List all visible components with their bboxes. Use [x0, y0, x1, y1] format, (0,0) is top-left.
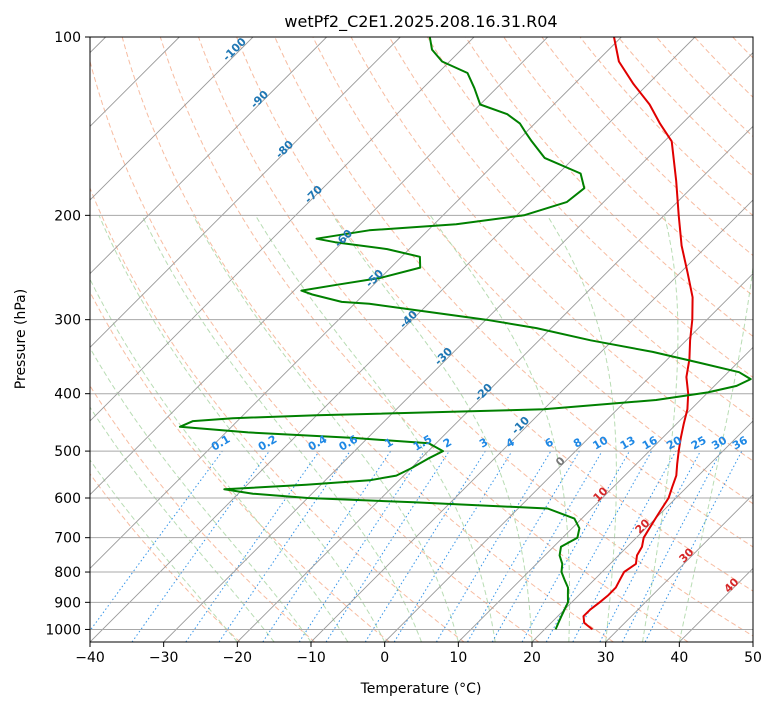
mixing-ratio-line — [262, 450, 392, 642]
isotherm-line — [90, 37, 696, 642]
x-tick-label: −40 — [75, 650, 105, 666]
y-tick-label: 500 — [54, 444, 81, 460]
moist-adiabat — [192, 215, 459, 642]
y-tick-label: 400 — [54, 387, 81, 403]
isotherm-line — [458, 346, 753, 642]
series-layer — [178, 37, 752, 631]
isotherm-line — [605, 494, 753, 642]
isotherm-line — [90, 37, 401, 348]
x-tick-label: 30 — [597, 650, 615, 666]
mixing-ratio-line — [545, 450, 653, 642]
dry-adiabat — [90, 291, 390, 642]
y-tick-label: 1000 — [45, 622, 81, 638]
y-tick-label: 900 — [54, 595, 81, 611]
mixing-ratio-line — [298, 450, 425, 642]
dry-adiabat — [771, 37, 775, 642]
y-tick-label: 300 — [54, 313, 81, 329]
plot-frame — [89, 36, 754, 643]
y-tick-label: 600 — [54, 491, 81, 507]
dry-adiabat — [159, 37, 689, 642]
isotherm-line — [90, 37, 548, 496]
isotherm-line — [90, 37, 254, 201]
isotherm-line — [90, 37, 622, 569]
isotherm-line — [90, 37, 327, 275]
x-tick-label: −30 — [149, 650, 179, 666]
x-tick-label: 0 — [380, 650, 389, 666]
dry-adiabat — [90, 384, 316, 642]
x-tick-label: 10 — [449, 650, 467, 666]
axes: −40 −30 −20 −10 0 10 20 30 40 50 100 200 300 400 500 60… — [45, 30, 762, 666]
dewpoint-profile — [178, 37, 752, 630]
isotherm-line — [90, 37, 475, 422]
mixing-ratio-line — [393, 450, 513, 642]
moist-adiabat — [90, 459, 238, 642]
mixing-ratio-line — [185, 450, 320, 642]
mixing-ratio-line — [218, 450, 351, 642]
moist-adiabat — [642, 215, 679, 642]
dry-adiabat — [198, 37, 753, 637]
mixing-ratio-line — [572, 450, 677, 642]
isotherm-line — [752, 641, 753, 642]
dry-adiabat — [121, 37, 614, 642]
x-tick-label: 20 — [523, 650, 541, 666]
y-tick-label: 100 — [54, 30, 81, 46]
dry-adiabat — [236, 37, 753, 592]
mixing-ratio-line — [90, 450, 223, 632]
moist-adiabat — [90, 347, 312, 642]
mixing-ratio-line — [521, 450, 630, 642]
moist-adiabat — [141, 215, 422, 642]
chart-title: wetPf2_C2E1.2025.208.16.31.R04 — [284, 12, 557, 32]
temperature-profile — [582, 37, 694, 631]
dry-adiabat — [90, 59, 540, 642]
isotherm-line — [384, 273, 753, 642]
isotherm-line — [531, 420, 753, 642]
moist-adiabat — [678, 263, 753, 642]
dry-adiabat — [503, 37, 753, 297]
moist-adiabat — [546, 215, 617, 642]
y-axis-title: Pressure (hPa) — [13, 289, 29, 389]
y-tick-label: 800 — [54, 565, 81, 581]
mixing-ratio-line — [644, 450, 743, 642]
x-tick-label: −10 — [296, 650, 326, 666]
x-tick-label: 50 — [744, 650, 762, 666]
y-tick-label: 200 — [54, 208, 81, 224]
dry-adiabat — [350, 37, 753, 462]
y-tick-label: 700 — [54, 531, 81, 547]
x-tick-label: −20 — [223, 650, 253, 666]
x-tick-label: 40 — [670, 650, 688, 666]
background-lines — [90, 37, 775, 642]
mixing-ratio-line — [131, 450, 270, 642]
isotherm-line — [237, 125, 753, 642]
mixing-ratio-line — [325, 450, 450, 642]
moist-adiabat — [98, 215, 386, 642]
dry-adiabat — [90, 472, 241, 642]
isotherm-line — [163, 52, 753, 642]
x-axis-title: Temperature (°C) — [360, 681, 482, 697]
moist-adiabat — [254, 215, 496, 642]
moist-adiabat — [429, 215, 571, 642]
dry-adiabat — [426, 37, 753, 379]
dry-adiabat — [90, 186, 465, 642]
isotherm-line — [310, 199, 753, 642]
